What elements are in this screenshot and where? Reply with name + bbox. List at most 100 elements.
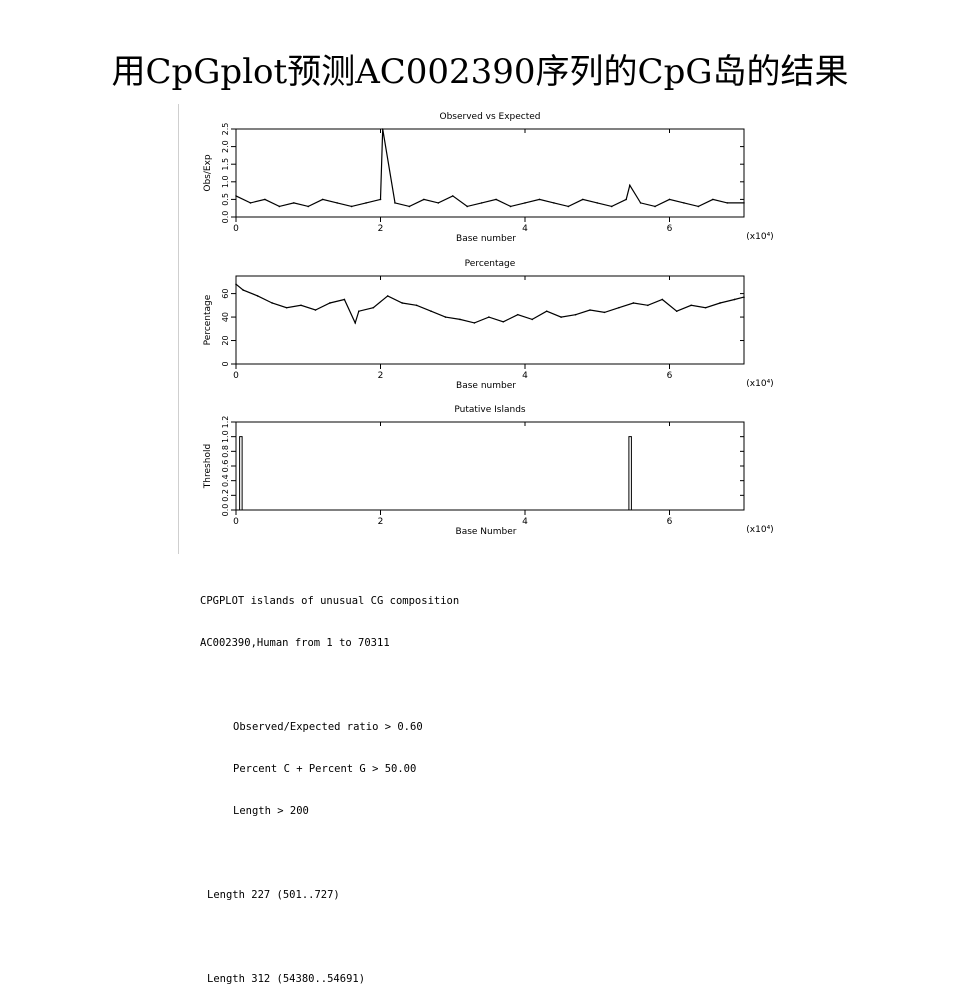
report-criterion: Length > 200: [233, 805, 309, 817]
data-point: [430, 310, 432, 313]
data-point: [314, 309, 317, 311]
slide-title: 用CpGplot预测AC002390序列的CpG岛的结果: [111, 52, 849, 92]
data-point: [531, 318, 534, 321]
chart-title: Putative Islands: [454, 405, 526, 415]
cpgplot-figure: Observed vs Expected 0 2 4 6 0.0 0.5 1.0 1.5 2.0 2…: [203, 112, 774, 537]
data-point: [278, 205, 281, 208]
plot-frame: [235, 128, 745, 218]
data-point: [704, 306, 707, 309]
data-point: [538, 198, 541, 201]
data-point: [628, 184, 631, 187]
data-point: [618, 306, 620, 309]
y-tick-label: 1.0: [221, 175, 230, 188]
y-tick-label: 0: [221, 361, 230, 366]
data-point: [336, 202, 338, 204]
x-tick-label: 6: [667, 517, 673, 527]
x-multiplier: (x10⁴): [746, 525, 773, 535]
data-point: [379, 198, 382, 201]
data-point: [632, 302, 635, 304]
y-tick-label: 0.4: [221, 474, 230, 487]
report-criterion: Observed/Expected ratio > 0.60: [233, 721, 423, 733]
y-axis-label: Percentage: [203, 294, 213, 345]
data-point: [690, 304, 692, 307]
y-tick-label: 0.6: [221, 460, 230, 473]
y-tick-label: 1.0: [221, 430, 230, 443]
data-point: [502, 320, 505, 323]
data-point: [408, 205, 411, 208]
y-tick-label: 60: [221, 289, 230, 299]
x-axis-label: Base number: [456, 381, 516, 391]
island-bar: [239, 436, 243, 510]
data-point: [386, 295, 389, 297]
data-point: [567, 205, 570, 208]
data-point: [625, 198, 627, 201]
data-point: [582, 198, 584, 201]
y-axis-label: Obs/Exp: [203, 154, 213, 192]
y-tick-label: 40: [221, 312, 230, 322]
data-point: [647, 304, 649, 307]
report-sequence: AC002390,Human from 1 to 70311: [200, 637, 390, 649]
data-point: [743, 202, 745, 204]
data-point: [343, 298, 346, 301]
plot-frame: [235, 421, 745, 511]
data-point: [350, 205, 353, 208]
x-tick-label: 4: [522, 224, 528, 234]
data-point: [394, 202, 396, 204]
data-point: [307, 205, 310, 208]
data-point: [249, 202, 252, 204]
y-tick-label: 0.5: [221, 193, 230, 206]
x-tick-label: 6: [667, 224, 673, 234]
data-point: [372, 306, 375, 309]
y-tick-label: 2.5: [221, 123, 230, 136]
data-point: [516, 313, 519, 316]
data-point: [654, 205, 656, 208]
left-divider: [178, 104, 179, 554]
data-point: [743, 296, 745, 298]
cpgplot-report: CPGPLOT islands of unusual CG compositio…: [200, 566, 459, 1000]
chart-title: Percentage: [465, 259, 516, 269]
series-line: [235, 128, 744, 208]
y-tick-label: 0.0: [221, 504, 230, 517]
y-tick-label: 2.0: [221, 140, 230, 153]
data-point: [553, 202, 555, 204]
data-point: [733, 298, 736, 301]
x-axis-label: Base Number: [456, 527, 517, 537]
data-point: [473, 322, 476, 324]
data-point: [451, 195, 454, 197]
data-point: [480, 202, 483, 204]
island-bar: [628, 436, 632, 510]
data-point: [235, 283, 237, 286]
data-point: [423, 198, 425, 201]
x-multiplier: (x10⁴): [746, 232, 773, 242]
data-point: [697, 205, 700, 208]
data-point: [509, 205, 512, 208]
x-tick-label: 2: [378, 371, 384, 381]
data-point: [358, 310, 360, 313]
x-tick-label: 2: [378, 517, 384, 527]
data-point: [683, 202, 685, 204]
data-point: [285, 306, 288, 309]
data-point: [300, 304, 302, 307]
data-point: [381, 128, 384, 130]
x-tick-label: 4: [522, 371, 528, 381]
data-point: [264, 198, 266, 201]
y-axis-label: Threshold: [203, 444, 213, 489]
y-tick-label: 1.5: [221, 158, 230, 171]
report-island: Length 227 (501..727): [207, 889, 340, 901]
data-point: [365, 202, 367, 204]
data-point: [459, 318, 461, 321]
data-point: [415, 304, 418, 307]
data-point: [437, 202, 440, 204]
data-point: [256, 295, 259, 297]
x-tick-label: 2: [378, 224, 384, 234]
data-point: [668, 198, 671, 201]
data-point: [235, 195, 237, 197]
data-point: [610, 205, 613, 208]
report-criterion: Percent C + Percent G > 50.00: [233, 763, 417, 775]
x-axis-label: Base number: [456, 234, 516, 244]
report-island: Length 312 (54380..54691): [207, 973, 366, 985]
data-point: [719, 302, 721, 304]
data-point: [524, 202, 526, 204]
x-tick-label: 6: [667, 371, 673, 381]
data-point: [603, 311, 606, 314]
